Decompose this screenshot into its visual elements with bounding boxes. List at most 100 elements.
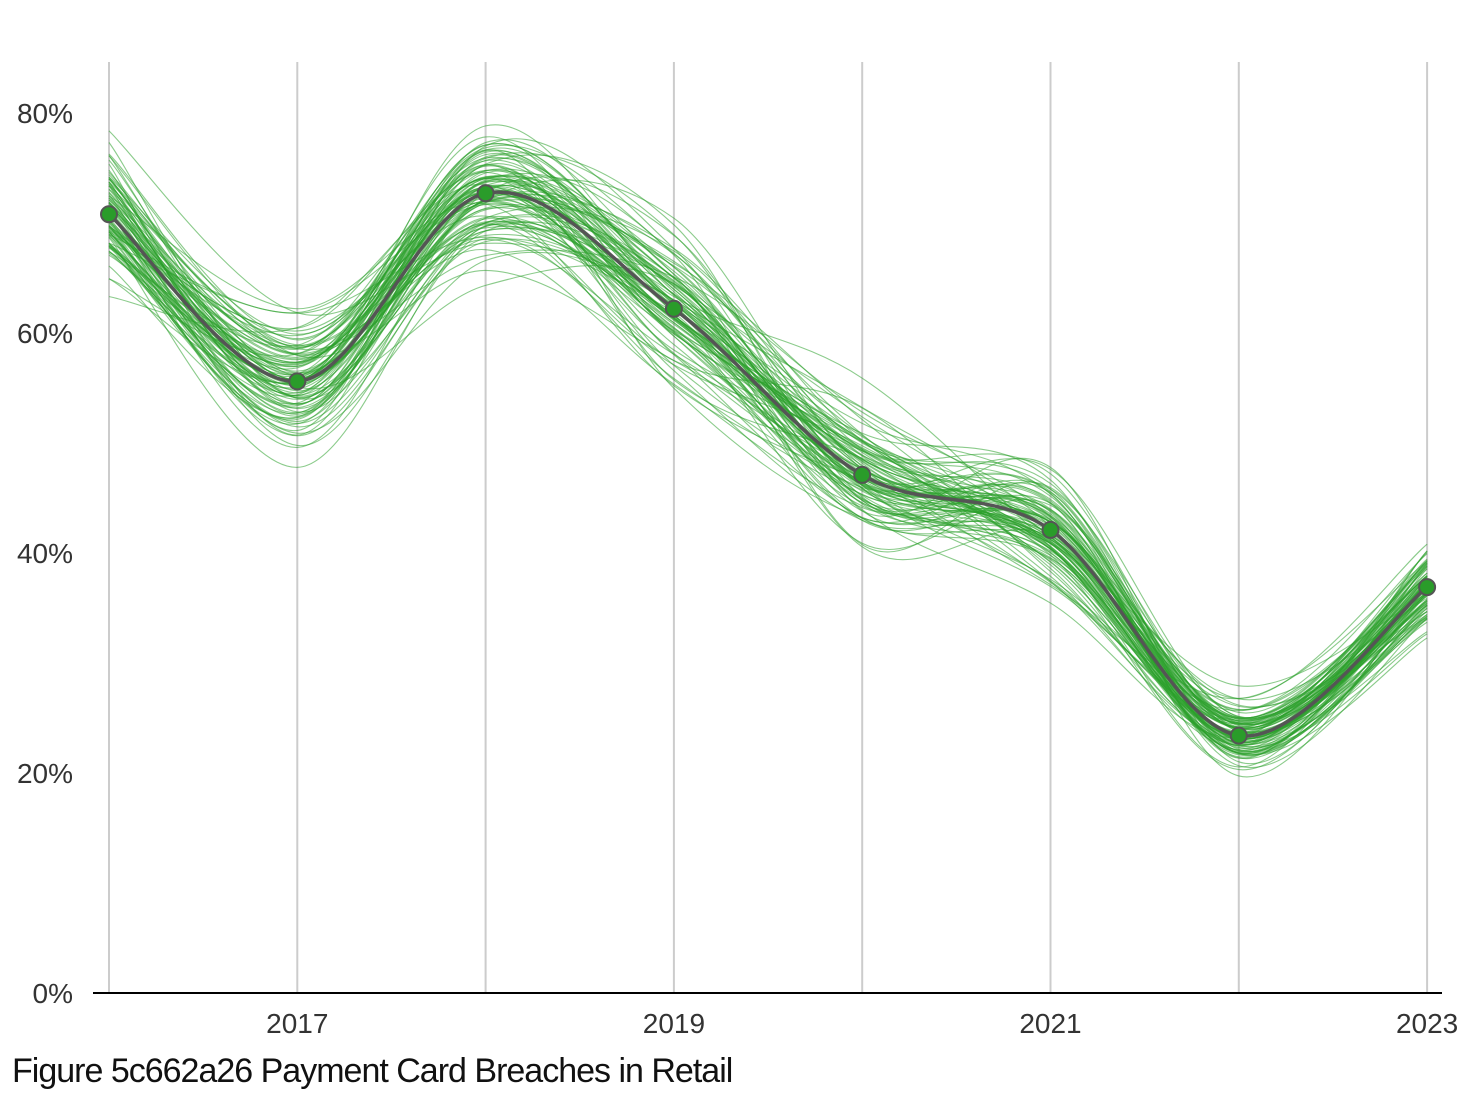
ensemble-line-8 [108, 152, 1428, 740]
ensemble-line-86 [108, 176, 1428, 753]
ensemble-line-27 [108, 143, 1428, 768]
y-tick-label-4: 80% [17, 98, 73, 129]
ensemble-line-100 [108, 215, 1428, 733]
ensemble-line-11 [108, 171, 1428, 754]
ensemble-line-81 [108, 236, 1428, 739]
ensemble-line-58 [108, 164, 1428, 737]
ensemble-line-10 [108, 220, 1428, 749]
ensemble-line-49 [108, 217, 1428, 720]
ensemble-line-62 [108, 147, 1428, 728]
ensemble-line-31 [108, 174, 1428, 744]
ensemble-line-16 [108, 180, 1428, 765]
ensemble-line-61 [108, 138, 1428, 726]
ensemble-line-24 [108, 163, 1428, 771]
ensemble-line-80 [108, 185, 1428, 737]
ensemble-line-21 [108, 175, 1428, 725]
x-tick-label-1: 2019 [643, 1008, 705, 1039]
ensemble-line-72 [108, 184, 1428, 742]
ensemble-line-96 [108, 169, 1428, 740]
ensemble-line-52 [108, 176, 1428, 747]
ensemble-line-15 [108, 169, 1428, 751]
ensemble-line-47 [108, 159, 1428, 700]
mean-series [100, 184, 1437, 745]
ensemble-line-76 [108, 195, 1428, 745]
ensemble-line-75 [108, 199, 1428, 724]
ensemble-line-39 [108, 203, 1428, 699]
ensemble-line-48 [108, 178, 1428, 731]
y-tick-label-1: 20% [17, 758, 73, 789]
mean-line [107, 190, 1429, 738]
ensemble-line-14 [108, 185, 1428, 729]
ensemble-line-26 [108, 156, 1428, 753]
tick-labels: 0% 20% 40% 60% 80% 2017 2019 2021 2023 [17, 98, 1458, 1039]
ensemble-line-25 [108, 157, 1428, 740]
ensemble-line-6 [108, 202, 1428, 738]
ensemble-line-70 [108, 199, 1428, 738]
ensemble-line-92 [108, 175, 1428, 757]
ensemble-line-43 [108, 172, 1428, 752]
ensemble-line-87 [108, 176, 1428, 724]
data-point-2017 [288, 372, 307, 391]
ensemble-line-85 [108, 221, 1428, 738]
ensemble-line-7 [108, 149, 1428, 719]
ensemble-line-29 [108, 191, 1428, 735]
ensemble-line-71 [108, 201, 1428, 741]
ensemble-line-68 [108, 186, 1428, 734]
ensemble-line-46 [108, 231, 1428, 756]
ensemble-line-67 [108, 197, 1428, 719]
ensemble-line-30 [108, 200, 1428, 758]
ensemble-line-88 [108, 194, 1428, 730]
figure-caption: Figure 5c662a26 Payment Card Breaches in… [12, 1052, 733, 1090]
ensemble-line-94 [108, 227, 1428, 756]
ensemble-line-95 [108, 195, 1428, 746]
ensemble-line-36 [108, 203, 1428, 751]
y-tick-label-2: 40% [17, 538, 73, 569]
ensemble-line-37 [108, 159, 1428, 709]
ensemble-line-56 [108, 202, 1428, 719]
data-point-2020 [853, 465, 872, 484]
ensemble-line-93 [108, 214, 1428, 735]
gridlines [108, 62, 1429, 993]
ensemble-line-22 [108, 216, 1428, 735]
ensemble-line-18 [108, 136, 1428, 687]
ensemble-line-59 [108, 206, 1428, 722]
ensemble-line-20 [108, 197, 1428, 759]
data-point-2021 [1041, 520, 1060, 539]
ensemble-line-99 [108, 143, 1428, 750]
ensemble-line-53 [108, 165, 1428, 731]
ensemble-line-50 [108, 180, 1428, 737]
ensemble-line-73 [108, 184, 1428, 721]
ensemble-line-55 [108, 190, 1428, 719]
ensemble-line-19 [108, 144, 1428, 726]
ensemble-line-40 [108, 238, 1428, 711]
y-tick-label-3: 60% [17, 318, 73, 349]
ensemble-line-9 [108, 150, 1428, 778]
ensemble-line-23 [108, 177, 1428, 740]
ensemble-line-45 [108, 154, 1428, 744]
ensemble-line-91 [108, 179, 1428, 754]
ensemble-line-84 [108, 177, 1428, 748]
ensemble-line-41 [108, 178, 1428, 724]
data-point-2022 [1229, 726, 1248, 745]
x-tick-label-0: 2017 [266, 1008, 328, 1039]
ensemble-line-32 [108, 186, 1428, 734]
ensemble-line-35 [108, 183, 1428, 743]
ensemble-line-38 [108, 220, 1428, 760]
ensemble-line-33 [108, 191, 1428, 725]
ensemble-line-82 [108, 170, 1428, 726]
ensemble-line-83 [108, 149, 1428, 720]
x-tick-label-2: 2021 [1019, 1008, 1081, 1039]
ensemble-line-51 [108, 175, 1428, 729]
data-point-2018 [476, 184, 495, 203]
ensemble-line-13 [108, 164, 1428, 756]
ensemble-lines [108, 124, 1428, 778]
ensemble-line-2 [108, 220, 1428, 747]
ensemble-line-60 [108, 197, 1428, 722]
data-point-2023 [1418, 578, 1437, 597]
ensemble-line-42 [108, 210, 1428, 746]
data-point-2019 [664, 299, 683, 318]
ensemble-line-97 [108, 169, 1428, 740]
ensemble-line-90 [108, 181, 1428, 723]
ensemble-line-98 [108, 200, 1428, 701]
